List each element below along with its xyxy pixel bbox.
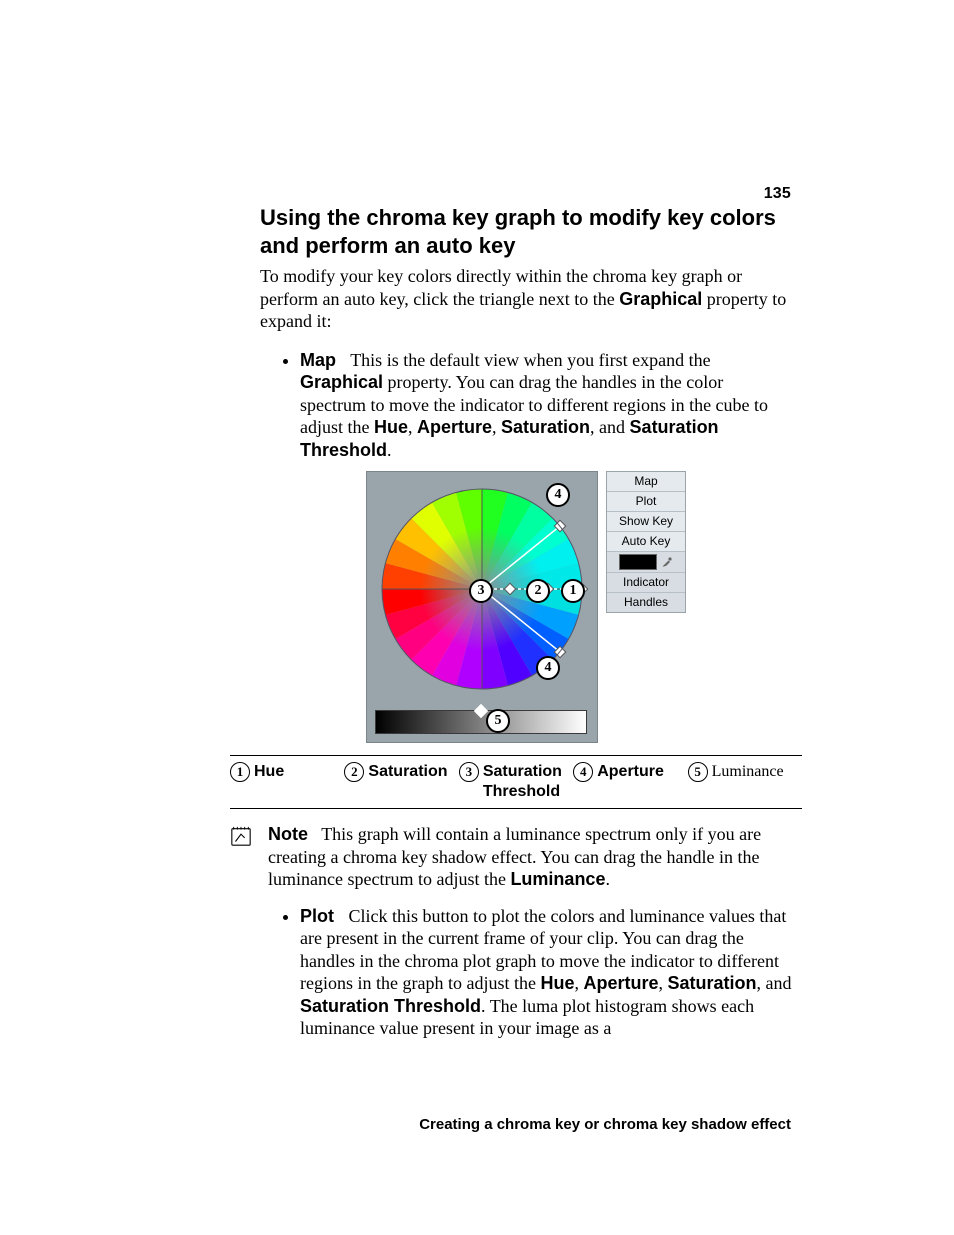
plot-button[interactable]: Plot: [607, 492, 685, 512]
legend-hue: Hue: [254, 762, 284, 782]
map-button[interactable]: Map: [607, 472, 685, 492]
key-color-swatch-row: [607, 552, 685, 573]
legend-cell-4: 4 Aperture: [573, 762, 687, 802]
legend-saturation-threshold: Saturation Threshold: [483, 762, 562, 802]
chroma-key-figure: Map Plot Show Key Auto Key Indicator Han…: [366, 471, 686, 743]
page-footer: Creating a chroma key or chroma key shad…: [419, 1116, 791, 1135]
bullet-map: Map This is the default view when you fi…: [300, 349, 792, 462]
page-number: 135: [764, 184, 791, 204]
graph-panel[interactable]: [366, 471, 598, 743]
content-column: Using the chroma key graph to modify key…: [260, 204, 792, 1048]
section-title: Using the chroma key graph to modify key…: [260, 204, 792, 259]
map-t3: .: [387, 440, 392, 460]
legend-aperture: Aperture: [597, 762, 664, 782]
map-aperture: Aperture: [417, 417, 492, 437]
legend-num-4: 4: [573, 762, 593, 782]
legend-num-3: 3: [459, 762, 479, 782]
legend-cell-2: 2 Saturation: [344, 762, 458, 802]
legend-num-2: 2: [344, 762, 364, 782]
plot-satthreshold: Saturation Threshold: [300, 996, 481, 1016]
side-panel: Map Plot Show Key Auto Key Indicator Han…: [606, 471, 686, 613]
callout-5: 5: [486, 709, 510, 733]
map-sep2: ,: [492, 417, 501, 437]
map-leadword: Map: [300, 350, 336, 370]
legend-luminance: Luminance: [712, 762, 784, 782]
show-key-button[interactable]: Show Key: [607, 512, 685, 532]
plot-hue: Hue: [540, 973, 574, 993]
eyedropper-icon[interactable]: [661, 556, 673, 568]
note-label: Note: [268, 824, 308, 844]
page: 135 Using the chroma key graph to modify…: [0, 0, 954, 1235]
map-graphical: Graphical: [300, 372, 383, 392]
callout-1: 1: [561, 579, 585, 603]
plot-aperture: Aperture: [583, 973, 658, 993]
bullet-plot: Plot Click this button to plot the color…: [300, 905, 792, 1040]
map-t1: This is the default view when you first …: [350, 350, 710, 370]
plot-saturation: Saturation: [667, 973, 756, 993]
auto-key-button[interactable]: Auto Key: [607, 532, 685, 552]
note-block: Note This graph will contain a luminance…: [230, 823, 802, 891]
legend-num-5: 5: [688, 762, 708, 782]
lead-paragraph: To modify your key colors directly withi…: [260, 265, 792, 333]
luminance-bar[interactable]: [375, 710, 587, 734]
legend-cell-3: 3 Saturation Threshold: [459, 762, 573, 802]
legend-cell-5: 5 Luminance: [688, 762, 802, 802]
map-hue: Hue: [374, 417, 408, 437]
legend-sat-b: Threshold: [483, 783, 560, 800]
handles-label: Handles: [607, 593, 685, 612]
key-color-swatch[interactable]: [619, 554, 657, 570]
plot-leadword: Plot: [300, 906, 334, 926]
legend-table: 1 Hue 2 Saturation 3 Saturation Threshol…: [230, 755, 802, 809]
map-sep3: , and: [590, 417, 630, 437]
legend-sat-a: Saturation: [483, 763, 562, 780]
indicator-label: Indicator: [607, 573, 685, 593]
lead-graphical-bold: Graphical: [619, 289, 702, 309]
legend-saturation: Saturation: [368, 762, 447, 782]
bullet-list-top: Map This is the default view when you fi…: [260, 349, 792, 462]
callout-4-lower: 4: [536, 656, 560, 680]
legend-num-1: 1: [230, 762, 250, 782]
callout-3: 3: [469, 579, 493, 603]
callout-2: 2: [526, 579, 550, 603]
legend-cell-1: 1 Hue: [230, 762, 344, 802]
bullet-list-bottom: Plot Click this button to plot the color…: [260, 905, 792, 1040]
legend-row: 1 Hue 2 Saturation 3 Saturation Threshol…: [230, 762, 802, 802]
map-saturation: Saturation: [501, 417, 590, 437]
plot-sep3: , and: [757, 973, 792, 993]
note-body-2: .: [605, 869, 610, 889]
note-luminance: Luminance: [510, 869, 605, 889]
note-text: Note This graph will contain a luminance…: [268, 823, 802, 891]
map-sep1: ,: [408, 417, 417, 437]
note-icon: [230, 825, 252, 847]
callout-4-upper: 4: [546, 483, 570, 507]
